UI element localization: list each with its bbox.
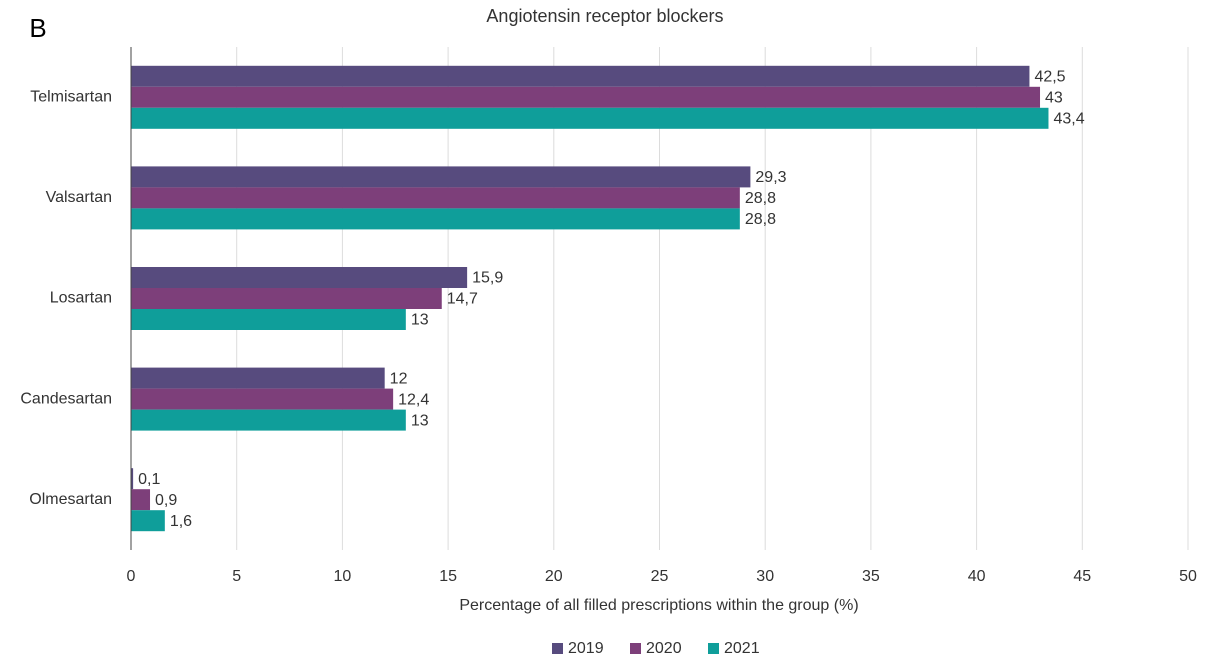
- x-tick-label: 40: [968, 568, 986, 585]
- x-tick-label: 45: [1073, 568, 1091, 585]
- data-label: 13: [411, 412, 429, 429]
- x-tick-label: 50: [1179, 568, 1197, 585]
- bar: [131, 288, 442, 309]
- chart-title: Angiotensin receptor blockers: [486, 6, 723, 26]
- bar: [131, 409, 406, 431]
- bar: [131, 208, 740, 230]
- data-label: 28,8: [745, 190, 776, 207]
- data-label: 13: [411, 312, 429, 329]
- bar: [131, 468, 134, 490]
- y-tick-label: Valsartan: [46, 189, 112, 206]
- bar: [131, 166, 751, 188]
- legend-label: 2020: [646, 640, 682, 657]
- data-label: 0,9: [155, 492, 177, 509]
- x-tick-label: 15: [439, 568, 457, 585]
- x-tick-label: 35: [862, 568, 880, 585]
- x-tick-label: 5: [232, 568, 241, 585]
- legend-swatch: [630, 643, 641, 654]
- bar: [131, 65, 1030, 87]
- bar: [131, 107, 1049, 129]
- y-tick-label: Losartan: [50, 290, 112, 307]
- legend-label: 2021: [724, 640, 760, 657]
- x-tick-label: 20: [545, 568, 563, 585]
- data-label: 28,8: [745, 211, 776, 228]
- x-axis-label: Percentage of all filled prescriptions w…: [459, 597, 858, 614]
- data-label: 43: [1045, 90, 1063, 107]
- data-label: 15,9: [472, 270, 503, 287]
- bar: [131, 267, 468, 288]
- bar: [131, 309, 406, 330]
- data-label: 1,6: [170, 513, 192, 530]
- legend-label: 2019: [568, 640, 604, 657]
- bar: [131, 510, 165, 532]
- legend-swatch: [552, 643, 563, 654]
- data-label: 43,4: [1053, 111, 1084, 128]
- bar: [131, 388, 394, 410]
- data-label: 42,5: [1034, 69, 1065, 86]
- x-tick-label: 30: [756, 568, 774, 585]
- legend-swatch: [708, 643, 719, 654]
- bar: [131, 489, 151, 511]
- data-label: 14,7: [447, 291, 478, 308]
- panel-label: B: [29, 13, 46, 43]
- y-tick-label: Telmisartan: [30, 89, 112, 106]
- data-label: 29,3: [755, 169, 786, 186]
- y-tick-label: Olmesartan: [29, 491, 112, 508]
- bar: [131, 86, 1041, 108]
- x-tick-label: 0: [127, 568, 136, 585]
- data-label: 12,4: [398, 391, 429, 408]
- bar: [131, 187, 740, 209]
- x-tick-label: 25: [651, 568, 669, 585]
- y-tick-label: Candesartan: [20, 390, 112, 407]
- data-label: 12: [390, 370, 408, 387]
- bar: [131, 367, 385, 389]
- x-tick-label: 10: [334, 568, 352, 585]
- data-label: 0,1: [138, 471, 160, 488]
